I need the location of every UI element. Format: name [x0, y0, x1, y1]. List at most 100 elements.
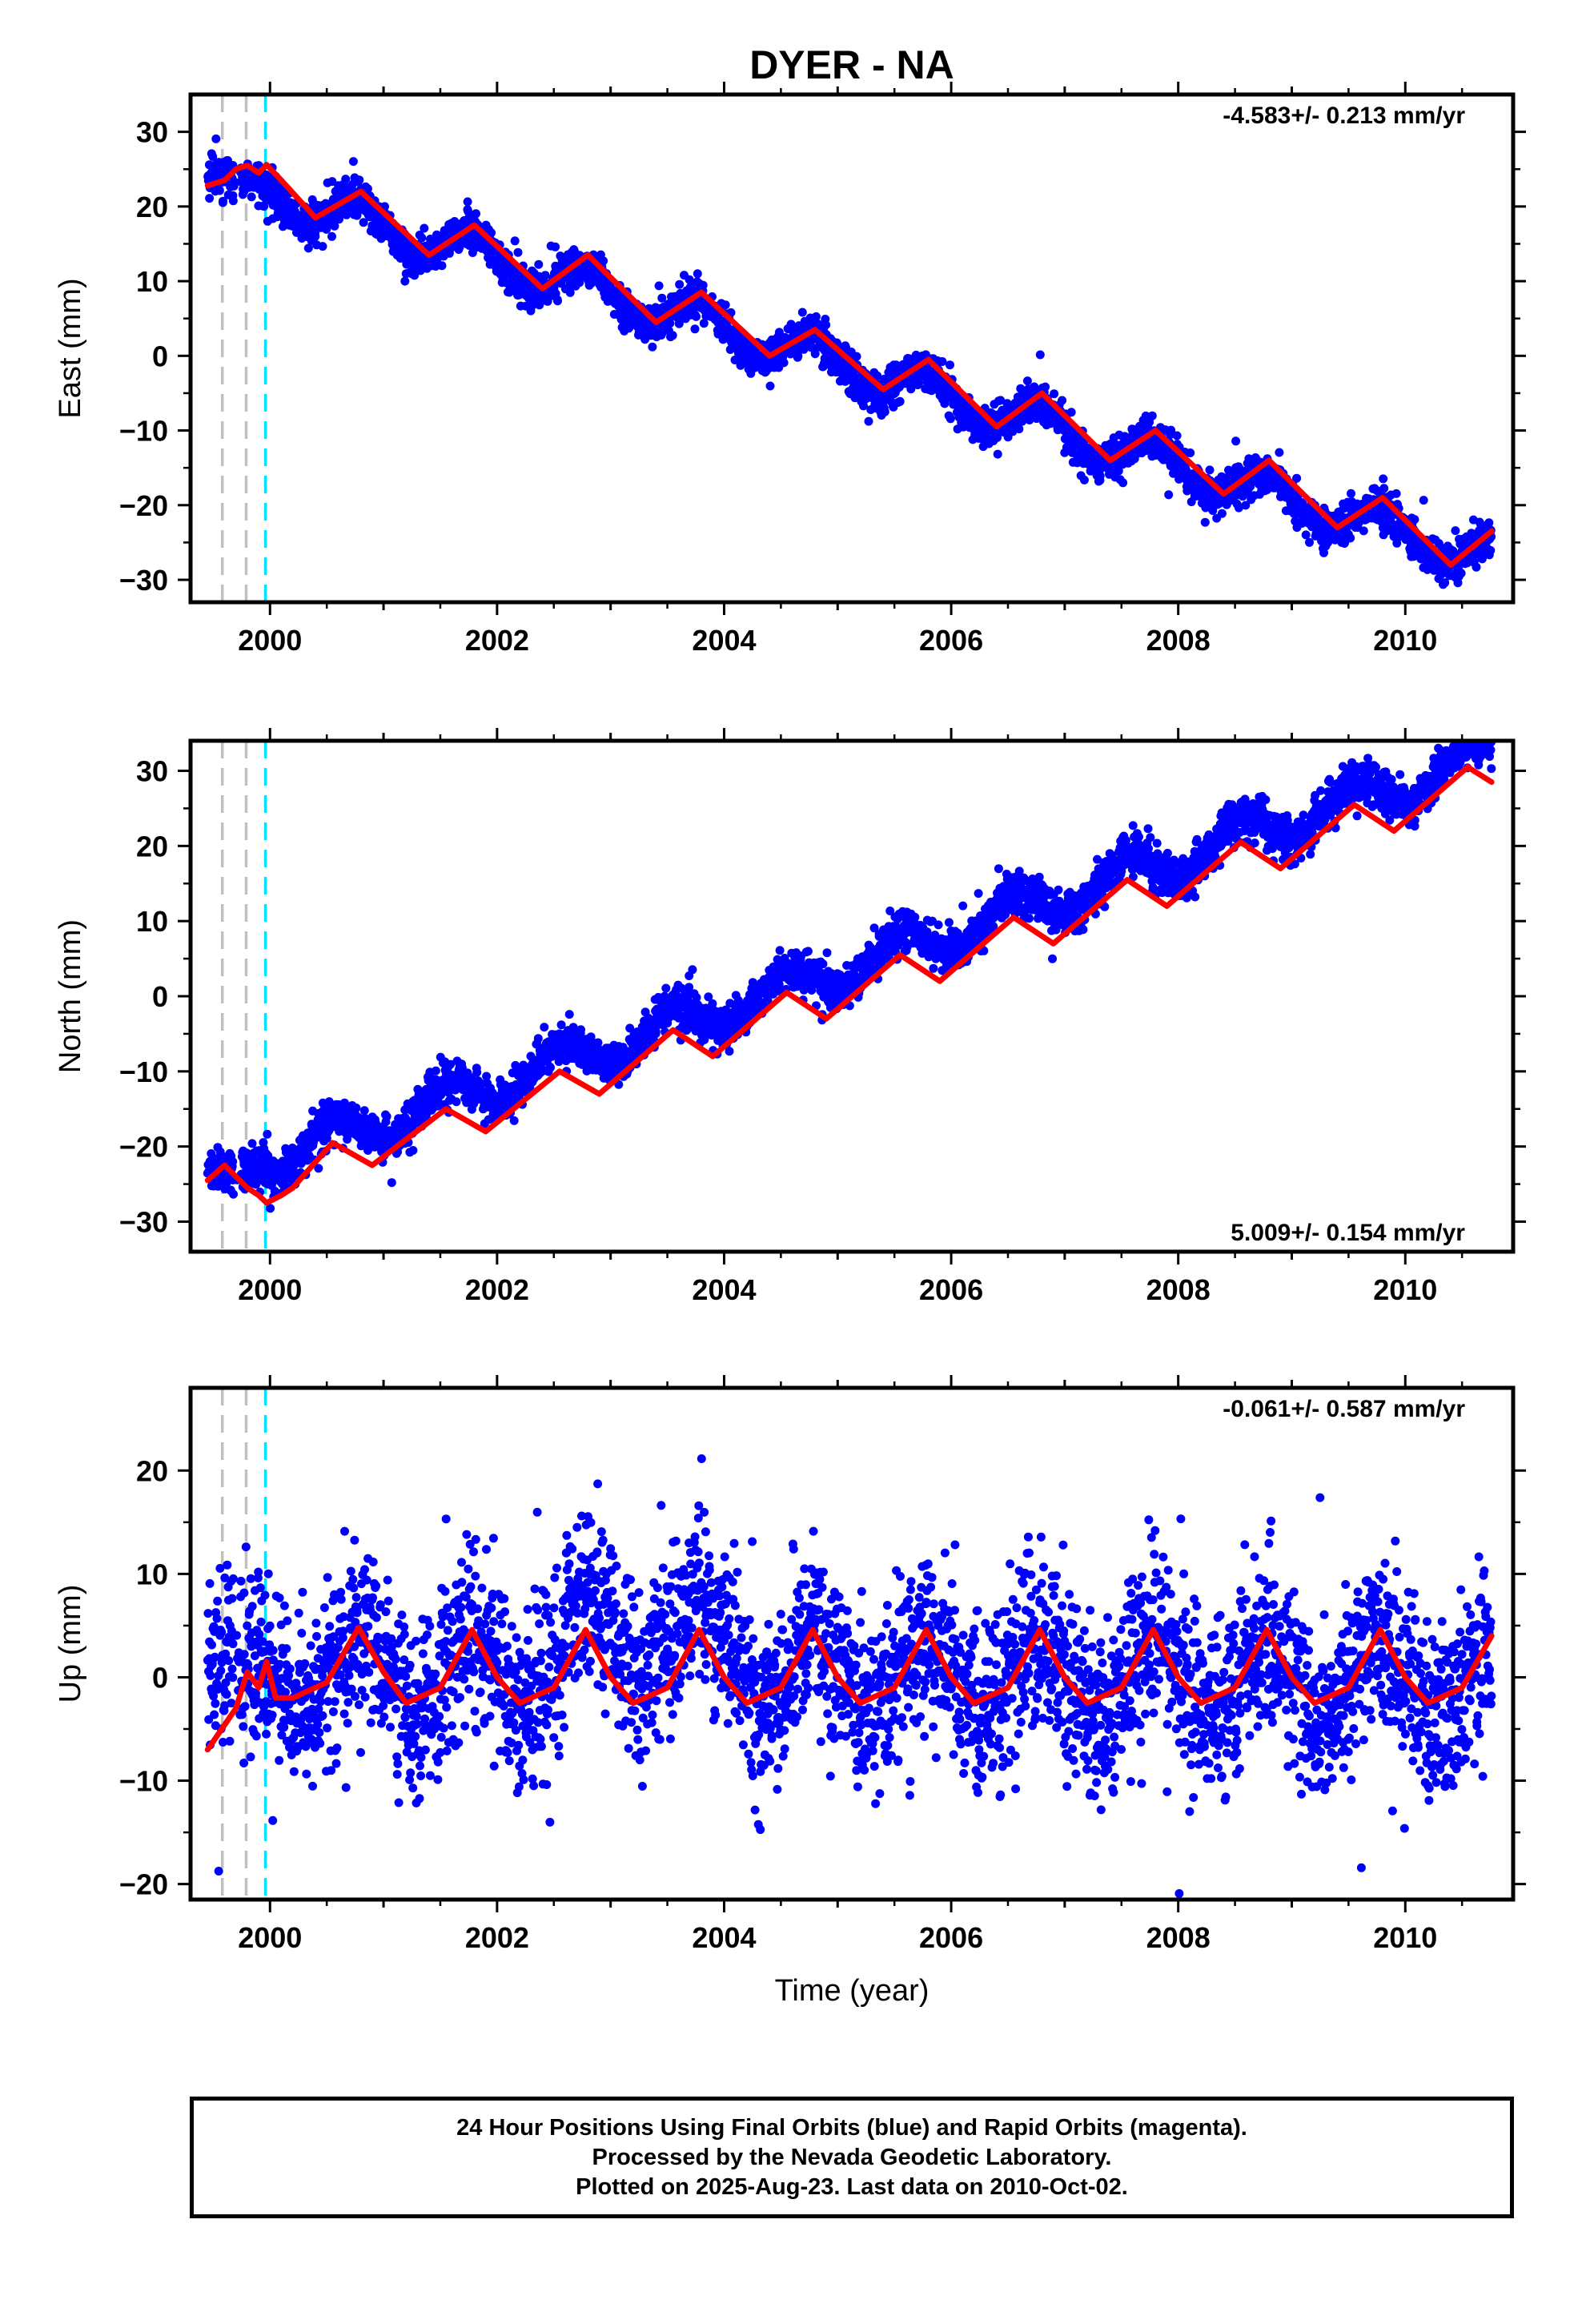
east-point: [1346, 533, 1355, 543]
east-point: [1066, 408, 1076, 417]
east-frame: [188, 92, 1516, 605]
east-point: [330, 221, 339, 231]
east-point: [674, 319, 684, 328]
east-ytick-label: 20: [136, 191, 168, 223]
east-point: [1379, 484, 1389, 493]
east-point: [420, 223, 429, 233]
east-point: [327, 231, 336, 241]
north-point: [452, 1097, 461, 1107]
north-point: [472, 1068, 482, 1077]
north-point: [229, 1189, 238, 1199]
east-point: [675, 279, 685, 289]
north-point: [586, 1032, 596, 1042]
north-point: [228, 1157, 238, 1166]
east-point: [575, 278, 584, 287]
east-point: [219, 196, 227, 206]
east-ytick-label: 30: [136, 116, 168, 149]
east-panel: 2000 2002 2004 2006 2008 2010−30−20−100102030…: [54, 82, 1526, 657]
east-ytick-label: −30: [119, 564, 168, 597]
east-point: [1419, 496, 1428, 505]
east-point: [779, 358, 789, 368]
east-point: [318, 242, 327, 251]
north-point: [431, 1066, 440, 1076]
east-point: [668, 331, 677, 340]
east-point: [793, 352, 803, 360]
east-point: [1208, 506, 1218, 515]
east-point: [599, 256, 608, 266]
east-point: [946, 360, 954, 370]
east-point: [852, 352, 861, 361]
north-point: [408, 1146, 418, 1155]
east-point: [215, 186, 224, 195]
east-point: [698, 280, 708, 290]
east-point: [540, 271, 550, 280]
east-point: [786, 320, 796, 329]
east-point: [895, 396, 905, 406]
east-point: [1319, 548, 1328, 557]
east-point: [228, 196, 238, 206]
east-xtick-label: 2010: [1373, 624, 1437, 657]
east-point: [810, 349, 820, 359]
north-point: [576, 1025, 585, 1035]
east-point: [1058, 396, 1067, 405]
east-ytick-label: 0: [152, 340, 168, 372]
east-point: [1095, 471, 1105, 480]
east-point: [1205, 465, 1215, 475]
east-point: [463, 197, 472, 207]
east-plot-area: [203, 94, 1496, 602]
east-point: [1231, 436, 1241, 446]
east-point: [1186, 448, 1195, 457]
north-panel: 2000 2002 2004 2006 2008 2010−30−20−100102030…: [54, 728, 1526, 1306]
east-point: [1359, 526, 1368, 536]
east-ytick-label: 10: [136, 265, 168, 298]
east-point: [1391, 489, 1401, 498]
east-point: [208, 152, 218, 161]
east-point: [657, 293, 667, 303]
east-point: [363, 184, 372, 194]
east-point: [510, 236, 520, 246]
east-point: [247, 192, 256, 202]
east-ytick-label: −10: [119, 415, 168, 448]
east-point: [1118, 478, 1128, 488]
east-point: [1472, 562, 1481, 572]
east-point: [1172, 431, 1182, 440]
north-point: [533, 1034, 543, 1043]
east-point: [880, 407, 889, 416]
east-point: [1484, 518, 1494, 528]
east-point: [400, 276, 410, 286]
east-point: [699, 319, 709, 328]
east-rate-annotation: -4.583+/- 0.213 mm/yr: [1223, 103, 1465, 129]
east-point: [303, 243, 313, 253]
east-point: [690, 324, 700, 334]
east-point: [553, 296, 562, 306]
east-point: [341, 175, 351, 184]
north-point: [556, 1020, 566, 1030]
east-point: [1166, 425, 1176, 435]
east-point: [1392, 538, 1402, 548]
east-point: [811, 312, 821, 321]
north-point: [339, 1098, 349, 1108]
east-point: [417, 233, 427, 243]
east-point: [1246, 481, 1255, 491]
east-point: [1079, 475, 1089, 485]
east-xtick-label: 2004: [692, 624, 756, 657]
east-point: [437, 261, 447, 271]
north-point: [546, 1063, 555, 1072]
east-point: [1241, 501, 1251, 510]
north-point: [314, 1164, 323, 1173]
east-point: [996, 396, 1006, 405]
north-point: [242, 1150, 251, 1160]
east-point: [1035, 350, 1045, 360]
east-point: [1200, 517, 1210, 527]
east-xtick-label: 2000: [238, 624, 302, 657]
east-point: [534, 259, 544, 269]
east-point: [1440, 578, 1450, 588]
north-point: [247, 1139, 257, 1148]
east-point: [859, 401, 868, 411]
east-point: [355, 175, 364, 185]
north-point: [266, 1204, 275, 1213]
east-xtick-label: 2008: [1146, 624, 1211, 657]
east-point: [205, 194, 215, 203]
east-point: [311, 231, 320, 241]
